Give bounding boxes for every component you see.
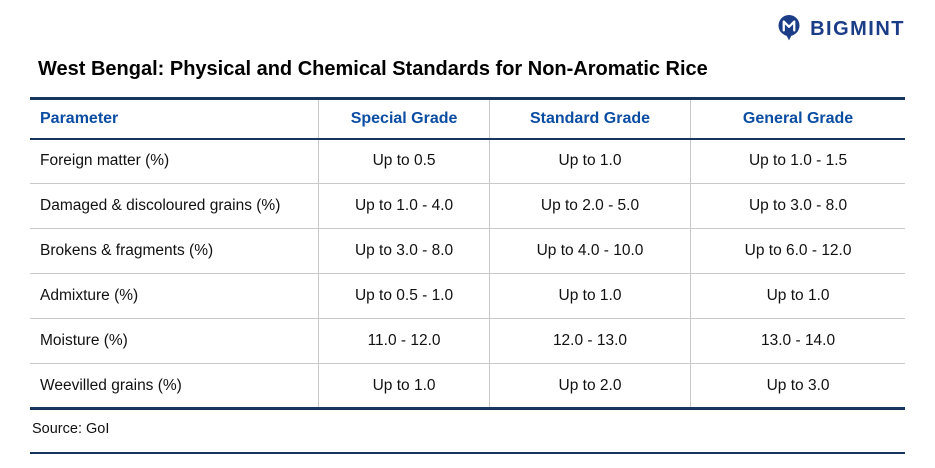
table-row: Damaged & discoloured grains (%) Up to 1… [30, 183, 905, 229]
cell-parameter: Foreign matter (%) [40, 152, 170, 170]
cell-special-grade: Up to 0.5 - 1.0 [318, 273, 490, 319]
bigmint-logo-icon [778, 15, 800, 41]
standards-table: Parameter Special Grade Standard Grade G… [30, 97, 905, 410]
column-header-standard-grade: Standard Grade [488, 98, 691, 139]
cell-parameter: Damaged & discoloured grains (%) [40, 197, 281, 214]
cell-general-grade: Up to 3.0 [690, 363, 905, 409]
table-row: Brokens & fragments (%) Up to 3.0 - 8.0 … [30, 228, 905, 274]
cell-parameter: Weevilled grains (%) [40, 376, 182, 394]
cell-general-grade: Up to 3.0 - 8.0 [690, 183, 905, 229]
cell-standard-grade: Up to 2.0 - 5.0 [488, 183, 691, 229]
bigmint-logo: BIGMINT [775, 13, 905, 45]
cell-general-grade: Up to 6.0 - 12.0 [690, 228, 905, 274]
table-body: Foreign matter (%) Up to 0.5 Up to 1.0 U… [30, 138, 905, 409]
cell-standard-grade: Up to 4.0 - 10.0 [488, 228, 691, 274]
cell-general-grade: Up to 1.0 - 1.5 [690, 138, 905, 184]
table-row: Admixture (%) Up to 0.5 - 1.0 Up to 1.0 … [30, 273, 905, 319]
cell-parameter: Admixture (%) [40, 287, 139, 304]
table-row: Weevilled grains (%) Up to 1.0 Up to 2.0… [30, 363, 905, 409]
top-bar: BIGMINT [30, 12, 905, 46]
header-row: Parameter Special Grade Standard Grade G… [30, 98, 905, 139]
column-header-parameter: Parameter [40, 109, 119, 127]
cell-standard-grade: Up to 1.0 [488, 273, 691, 319]
cell-special-grade: Up to 3.0 - 8.0 [318, 228, 490, 274]
cell-parameter: Brokens & fragments (%) [40, 242, 214, 259]
cell-general-grade: Up to 1.0 [690, 273, 905, 319]
source-note: Source: GoI [32, 421, 110, 437]
table-row: Moisture (%) 11.0 - 12.0 12.0 - 13.0 13.… [30, 318, 905, 364]
cell-special-grade: Up to 1.0 - 4.0 [318, 183, 490, 229]
cell-special-grade: Up to 1.0 [318, 363, 490, 409]
cell-parameter: Moisture (%) [40, 332, 128, 349]
table-row: Foreign matter (%) Up to 0.5 Up to 1.0 U… [30, 138, 905, 184]
cell-standard-grade: Up to 2.0 [488, 363, 691, 409]
cell-standard-grade: Up to 1.0 [488, 138, 691, 184]
column-header-special-grade: Special Grade [318, 98, 490, 139]
column-header-general-grade: General Grade [690, 98, 905, 139]
cell-general-grade: 13.0 - 14.0 [690, 318, 905, 364]
cell-special-grade: 11.0 - 12.0 [318, 318, 490, 364]
bottom-divider [30, 452, 905, 454]
page-title: West Bengal: Physical and Chemical Stand… [38, 58, 708, 80]
bigmint-logo-text: BIGMINT [810, 17, 905, 40]
table-header: Parameter Special Grade Standard Grade G… [30, 98, 905, 139]
cell-standard-grade: 12.0 - 13.0 [488, 318, 691, 364]
cell-special-grade: Up to 0.5 [318, 138, 490, 184]
